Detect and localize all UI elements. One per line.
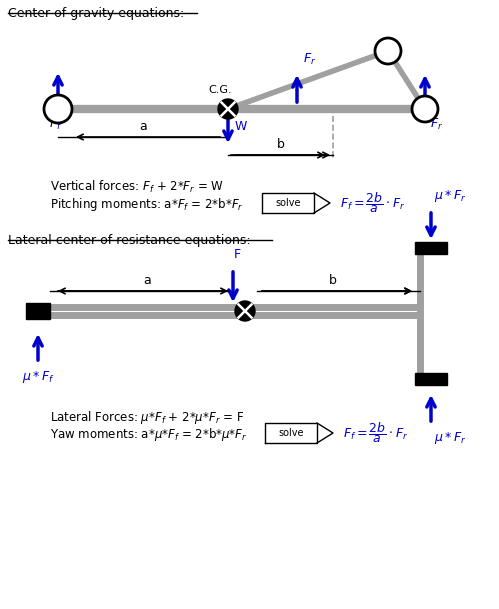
Text: $\mu*F_r$: $\mu*F_r$ xyxy=(434,430,467,446)
Polygon shape xyxy=(317,423,333,443)
Text: $\mu*F_r$: $\mu*F_r$ xyxy=(434,188,467,204)
Text: Lateral center of resistance equations:: Lateral center of resistance equations: xyxy=(8,234,250,247)
Text: b: b xyxy=(328,274,336,287)
Text: $F_r$: $F_r$ xyxy=(430,117,443,132)
Circle shape xyxy=(375,38,401,64)
Text: $F_f = \dfrac{2b}{a} \cdot F_r$: $F_f = \dfrac{2b}{a} \cdot F_r$ xyxy=(343,421,409,445)
Text: solve: solve xyxy=(278,428,304,438)
Circle shape xyxy=(235,301,255,321)
Text: $F_r$: $F_r$ xyxy=(303,52,316,67)
Polygon shape xyxy=(265,423,317,443)
Circle shape xyxy=(44,95,72,123)
Text: solve: solve xyxy=(275,198,301,208)
Text: Center of gravity equations:: Center of gravity equations: xyxy=(8,7,184,20)
Circle shape xyxy=(412,96,438,122)
Text: $F_f = \dfrac{2b}{a} \cdot F_r$: $F_f = \dfrac{2b}{a} \cdot F_r$ xyxy=(340,191,406,216)
Text: Lateral Forces: $\mu$*$F_f$ + 2*$\mu$*$F_r$ = F: Lateral Forces: $\mu$*$F_f$ + 2*$\mu$*$F… xyxy=(50,409,244,426)
Bar xyxy=(26,303,50,319)
Text: W: W xyxy=(235,121,248,133)
Bar xyxy=(415,242,447,254)
Text: $F_f$: $F_f$ xyxy=(49,117,63,132)
Circle shape xyxy=(218,99,238,119)
Polygon shape xyxy=(314,193,330,213)
Text: Vertical forces: $F_f$ + 2*$F_r$ = W: Vertical forces: $F_f$ + 2*$F_r$ = W xyxy=(50,179,224,195)
Bar xyxy=(415,373,447,385)
Text: $\mu*F_f$: $\mu*F_f$ xyxy=(21,369,54,385)
Text: a: a xyxy=(139,120,147,133)
Text: F: F xyxy=(234,248,241,261)
Text: Pitching moments: a*$F_f$ = 2*b*$F_r$: Pitching moments: a*$F_f$ = 2*b*$F_r$ xyxy=(50,196,244,213)
Text: C.G.: C.G. xyxy=(208,85,232,95)
Text: b: b xyxy=(276,138,284,151)
Polygon shape xyxy=(262,193,314,213)
Text: Yaw moments: a*$\mu$*$F_f$ = 2*b*$\mu$*$F_r$: Yaw moments: a*$\mu$*$F_f$ = 2*b*$\mu$*$… xyxy=(50,426,248,443)
Text: a: a xyxy=(144,274,151,287)
